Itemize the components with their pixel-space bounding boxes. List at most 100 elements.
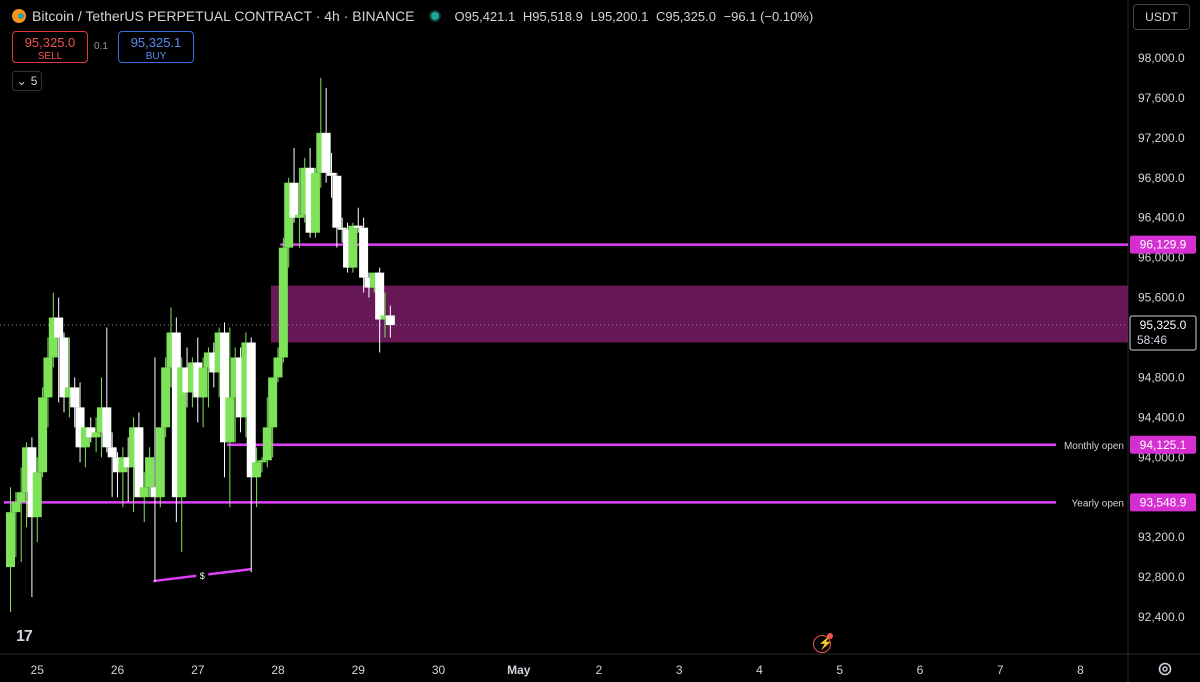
close-value: C95,325.0 — [655, 8, 716, 24]
candle-body — [198, 367, 208, 398]
candle-body — [268, 377, 278, 428]
candle-body — [273, 357, 283, 378]
candle-body — [230, 357, 240, 398]
candle-body — [54, 317, 64, 338]
candle-body — [220, 332, 229, 443]
level-price-label: 96,129.9 — [1140, 238, 1187, 252]
candle-body — [107, 447, 117, 458]
low-value: L95,200.1 — [590, 8, 649, 24]
sell-button[interactable]: 95,325.0 SELL — [12, 31, 88, 63]
candle-body — [139, 487, 149, 498]
level-name: Monthly open — [1064, 441, 1124, 452]
candle-body — [91, 432, 101, 438]
candle-body — [305, 167, 315, 233]
candle-body — [182, 367, 192, 393]
x-tick-label: 5 — [836, 663, 843, 677]
y-tick-label: 95,600.0 — [1138, 291, 1185, 305]
level-price-label: 94,125.1 — [1140, 438, 1187, 452]
indicators-toggle-button[interactable]: ⌄ 5 — [12, 71, 42, 91]
liquidity-label-bg — [196, 568, 209, 582]
x-tick-label: 25 — [31, 663, 45, 677]
candle-body — [59, 337, 69, 398]
candle-body — [332, 175, 342, 228]
y-tick-label: 97,200.0 — [1138, 131, 1185, 145]
symbol-title[interactable]: Bitcoin / TetherUS PERPETUAL CONTRACT · … — [32, 8, 415, 24]
x-tick-label: 7 — [997, 663, 1004, 677]
y-tick-label: 96,400.0 — [1138, 211, 1185, 225]
current-price-tag — [1129, 315, 1197, 351]
x-tick-label: 6 — [917, 663, 924, 677]
tradingview-logo[interactable]: 17 — [16, 628, 33, 645]
candle-body — [129, 427, 139, 468]
level-price-tag — [1130, 435, 1196, 454]
candle-body — [214, 332, 224, 373]
y-tick-label: 96,800.0 — [1138, 171, 1185, 185]
candle-body — [246, 342, 256, 478]
candle-body — [321, 132, 331, 173]
y-tick-label: 92,400.0 — [1138, 610, 1185, 624]
level-name: Yearly open — [1072, 498, 1124, 509]
candle-body — [75, 407, 85, 448]
candle-body — [294, 214, 304, 218]
candle-body — [96, 407, 106, 433]
candle-body — [203, 352, 213, 368]
candle-body — [300, 167, 310, 215]
candle-body — [118, 457, 128, 473]
indicators-count: 5 — [30, 74, 38, 88]
candle-body — [316, 132, 326, 173]
level-price-label: 93,548.9 — [1140, 495, 1187, 509]
candle-body — [262, 427, 272, 461]
candle-body — [177, 367, 187, 498]
candle-body — [348, 225, 358, 268]
supply-zone — [271, 285, 1128, 343]
x-tick-label: 28 — [271, 663, 285, 677]
currency-select[interactable]: USDT — [1133, 4, 1190, 30]
candle-body — [257, 460, 267, 463]
ohlc-values: O95,421.1 H95,518.9 L95,200.1 C95,325.0 … — [455, 9, 818, 24]
candle-body — [284, 182, 294, 248]
level-price-tag — [1130, 235, 1196, 254]
candle-body — [155, 427, 165, 498]
candle-body — [150, 487, 160, 498]
settings-icon[interactable] — [1157, 661, 1173, 677]
current-price-label: 95,325.0 — [1140, 318, 1187, 332]
spread-value: 0.1 — [94, 41, 108, 52]
candle-body — [32, 472, 42, 518]
candle-body — [171, 332, 181, 498]
candle-body — [209, 352, 219, 373]
candle-body — [86, 427, 96, 438]
x-tick-label: 30 — [432, 663, 446, 677]
candle-body — [38, 397, 48, 473]
buy-button[interactable]: 95,325.1 BUY — [118, 31, 194, 63]
candle-body — [64, 387, 74, 398]
liquidity-label: $ — [200, 571, 205, 581]
candle-body — [134, 427, 144, 498]
x-tick-label: 4 — [756, 663, 763, 677]
candle-body — [11, 502, 21, 513]
candle-body — [161, 367, 171, 428]
coin-icon — [12, 9, 26, 23]
candle-body — [241, 342, 251, 418]
candle-body — [252, 462, 262, 478]
y-tick-label: 94,800.0 — [1138, 370, 1185, 384]
candle-body — [364, 277, 374, 288]
candle-body — [289, 182, 299, 218]
candle-body — [43, 357, 53, 398]
y-tick-label: 97,600.0 — [1138, 91, 1185, 105]
level-price-tag — [1130, 493, 1196, 512]
candle-body — [166, 332, 176, 368]
candle-body — [16, 492, 26, 503]
y-tick-label: 98,000.0 — [1138, 51, 1185, 65]
buy-price: 95,325.1 — [130, 35, 182, 50]
candle-body — [27, 447, 37, 518]
candle-body — [6, 512, 15, 568]
chevron-icon: ⌄ — [16, 74, 27, 88]
x-tick-label: 8 — [1077, 663, 1084, 677]
candle-body — [310, 172, 320, 233]
y-tick-label: 92,800.0 — [1138, 570, 1185, 584]
candle-body — [343, 229, 353, 268]
flash-icon[interactable]: ⚡ — [813, 633, 833, 653]
candle-body — [187, 362, 197, 393]
candle-body — [359, 227, 369, 278]
